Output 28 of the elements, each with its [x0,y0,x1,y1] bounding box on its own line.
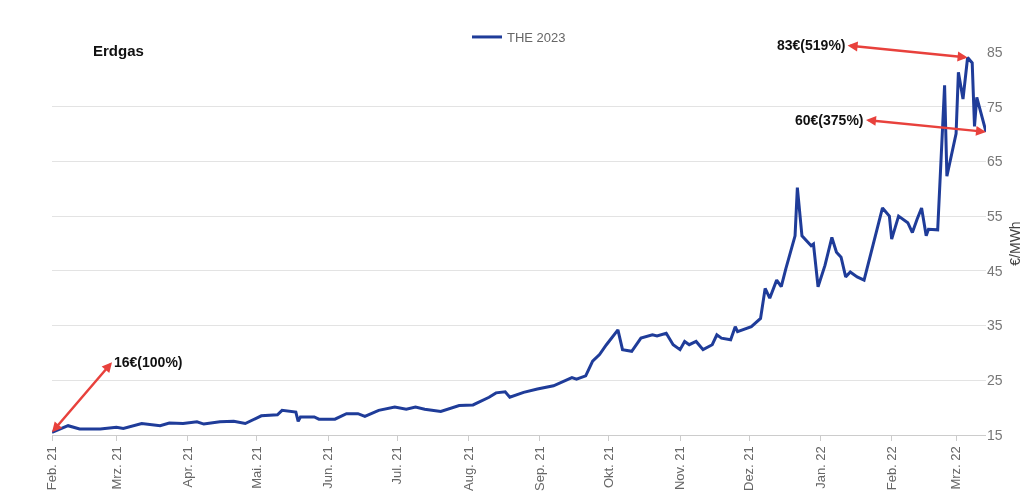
x-tick-label: Mrz. 22 [948,446,964,490]
x-tick-label: Feb. 21 [44,446,60,491]
y-tick-label: 45 [987,262,1003,279]
x-tick-label: Mrz. 21 [108,446,124,490]
annotation: 16€(100%) [114,354,183,370]
annotation: 60€(375%) [795,112,864,128]
x-tick-label: Aug. 21 [460,446,476,492]
chart-title: Erdgas [92,41,144,59]
y-tick-label: 25 [987,372,1003,389]
x-tick-label: Okt. 21 [600,446,616,489]
x-tick-label: Sep. 21 [531,446,547,492]
y-tick-label: 15 [987,426,1003,443]
y-tick-label: 65 [987,153,1003,170]
y-tick-label: 55 [987,208,1003,225]
legend-label: THE 2023 [507,30,566,46]
y-axis-title: €/MWh [1007,221,1024,266]
y-tick-label: 75 [987,98,1003,115]
x-tick-label: Nov. 21 [672,446,688,491]
y-tick-label: 35 [987,317,1003,334]
x-tick-label: Jan. 22 [812,446,828,489]
y-tick-label: 85 [987,43,1003,60]
x-tick-label: Jun. 21 [320,446,336,489]
x-tick-label: Dez. 21 [741,446,757,492]
x-tick-label: Feb. 22 [883,446,899,491]
x-tick-label: Apr. 21 [179,446,195,488]
annotation: 83€(519%) [777,37,846,53]
x-tick-label: Mai. 21 [248,446,264,489]
x-tick-label: Jul. 21 [389,446,405,485]
